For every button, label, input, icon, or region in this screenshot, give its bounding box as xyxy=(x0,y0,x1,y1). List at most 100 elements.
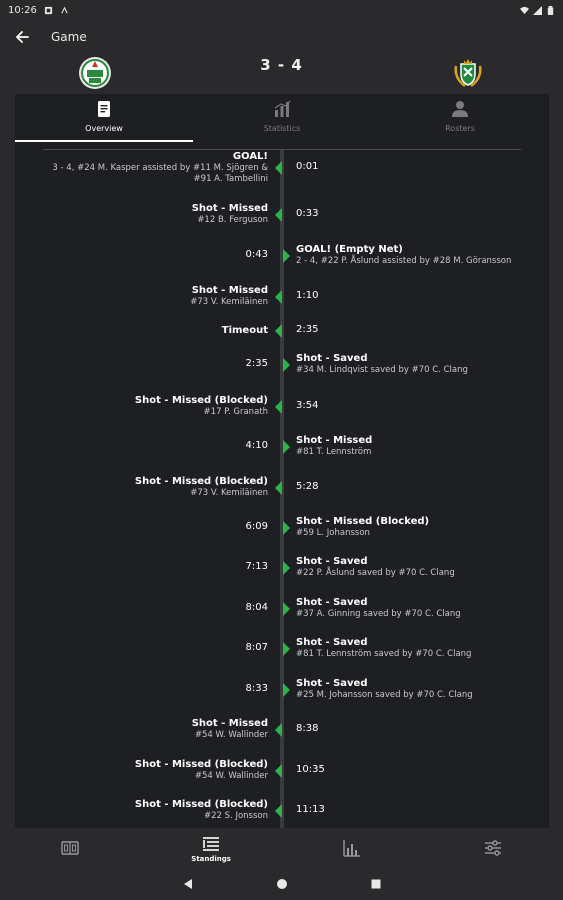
event-info: GOAL! 3 - 4, #24 M. Kasper assisted by #1… xyxy=(52,150,268,185)
event-title: Shot - Missed (Blocked) xyxy=(134,476,268,487)
event-title: Shot - Missed (Blocked) xyxy=(134,759,268,770)
event-info: Shot - Missed (Blocked) #59 L. Johansson xyxy=(296,515,429,539)
arrow-right-icon xyxy=(283,602,290,616)
event-time: 7:13 xyxy=(245,561,268,572)
tab-rosters-label: Rosters xyxy=(445,124,475,133)
arrow-left-icon xyxy=(275,208,282,222)
arrow-left-icon xyxy=(275,481,282,495)
wifi-icon xyxy=(520,6,529,14)
arrow-right-icon xyxy=(283,358,290,372)
tab-overview-label: Overview xyxy=(85,124,123,133)
system-navigation xyxy=(0,868,563,900)
event-time: 11:13 xyxy=(296,804,325,815)
square-recents-icon xyxy=(371,879,380,889)
event-title: Shot - Saved xyxy=(296,353,368,364)
timeline-event: Shot - Missed #12 B. Ferguson 0:33 xyxy=(15,202,549,228)
event-info: Shot - Missed #54 W. Wallinder xyxy=(192,717,268,741)
event-detail: #73 V. Kemiläinen xyxy=(190,488,268,498)
timeline-event: Shot - Missed (Blocked) #73 V. Kemiläinen… xyxy=(15,475,549,501)
nav-standings-label: Standings xyxy=(191,854,231,863)
timeline-event: Shot - Saved #81 T. Lennström saved by #7… xyxy=(15,636,549,662)
scoreboard-icon xyxy=(61,841,80,855)
arrow-right-icon xyxy=(283,642,290,656)
event-detail: #54 W. Wallinder xyxy=(194,730,268,740)
event-detail: #37 A. Ginning saved by #70 C. Clang xyxy=(296,609,461,619)
nav-statistics[interactable] xyxy=(282,828,423,868)
event-time: 5:28 xyxy=(296,481,319,492)
event-title: Shot - Missed xyxy=(296,435,373,446)
circle-home-icon xyxy=(276,879,287,889)
event-detail: #73 V. Kemiläinen xyxy=(190,297,268,307)
event-info: Shot - Saved #37 A. Ginning saved by #70 … xyxy=(296,596,461,620)
score: 3 - 4 xyxy=(260,56,303,74)
list-icon xyxy=(203,836,220,851)
timeline-event: Shot - Missed (Blocked) #17 P. Granath 3:5… xyxy=(15,394,549,420)
event-time: 3:54 xyxy=(296,400,319,411)
notification-icon xyxy=(44,6,52,14)
event-detail: #91 A. Tambellini xyxy=(193,174,268,184)
event-time: 10:35 xyxy=(296,764,325,775)
system-home-button[interactable] xyxy=(275,877,289,891)
event-title: GOAL! xyxy=(232,151,268,162)
event-title: Shot - Saved xyxy=(296,597,368,608)
event-detail: #59 L. Johansson xyxy=(296,528,370,538)
event-title: Timeout xyxy=(221,325,268,336)
sync-icon xyxy=(61,6,68,13)
event-info: Shot - Missed (Blocked) #73 V. Kemiläinen xyxy=(135,475,268,499)
timeline-event: Shot - Missed #81 T. Lennström 4:10 xyxy=(15,434,549,460)
arrow-left-icon xyxy=(275,161,282,175)
tab-rosters[interactable]: Rosters xyxy=(371,94,549,144)
timeline-event: Shot - Missed #73 V. Kemiläinen 1:10 xyxy=(15,284,549,310)
timeline-event: Shot - Saved #22 P. Åslund saved by #70 C… xyxy=(15,555,549,581)
event-detail: #34 M. Lindqvist saved by #70 C. Clang xyxy=(296,365,468,375)
tab-bar: Overview Statistics Rosters xyxy=(15,94,549,144)
back-button[interactable] xyxy=(8,23,36,51)
nav-scoreboard[interactable] xyxy=(0,828,141,868)
status-bar: 10:26 xyxy=(0,0,563,20)
battery-icon xyxy=(547,5,554,15)
event-timeline[interactable]: GOAL! 3 - 4, #24 M. Kasper assisted by #1… xyxy=(15,150,549,828)
timeline-event: Shot - Saved #25 M. Johansson saved by #7… xyxy=(15,677,549,703)
signal-icon xyxy=(533,5,542,15)
arrow-right-icon xyxy=(283,683,290,697)
event-detail: #54 W. Wallinder xyxy=(194,771,268,781)
arrow-left-icon xyxy=(275,400,282,414)
event-title: Shot - Missed xyxy=(191,285,268,296)
home-team-logo xyxy=(79,57,111,89)
event-title: Shot - Missed (Blocked) xyxy=(296,516,430,527)
system-recents-button[interactable] xyxy=(369,877,383,891)
timeline-event: GOAL! 3 - 4, #24 M. Kasper assisted by #1… xyxy=(15,150,549,186)
event-time: 4:10 xyxy=(245,440,268,451)
tab-overview[interactable]: Overview xyxy=(15,94,193,144)
event-detail: #81 T. Lennström saved by #70 C. Clang xyxy=(296,649,472,659)
event-time: 0:01 xyxy=(296,161,319,172)
arrow-right-icon xyxy=(283,440,290,454)
arrow-left-icon xyxy=(275,324,282,338)
tab-statistics[interactable]: Statistics xyxy=(193,94,371,144)
tab-divider xyxy=(43,149,521,150)
bottom-navigation: Standings xyxy=(0,828,563,868)
bar-chart-icon xyxy=(343,840,360,857)
event-info: Shot - Missed (Blocked) #54 W. Wallinder xyxy=(135,758,268,782)
nav-settings[interactable] xyxy=(422,828,563,868)
status-right xyxy=(520,5,555,15)
event-time: 8:38 xyxy=(296,723,319,734)
app-bar: Game xyxy=(0,22,563,52)
event-time: 6:09 xyxy=(245,521,268,532)
page-title: Game xyxy=(51,30,87,44)
event-info: Shot - Saved #22 P. Åslund saved by #70 C… xyxy=(296,555,455,579)
timeline-event: Shot - Saved #34 M. Lindqvist saved by #7… xyxy=(15,352,549,378)
event-info: Timeout xyxy=(222,324,268,337)
timeline-event: Shot - Missed #54 W. Wallinder 8:38 xyxy=(15,717,549,743)
event-info: Shot - Missed #12 B. Ferguson xyxy=(192,202,268,226)
game-card: Overview Statistics Rosters GOAL! 3 - 4, … xyxy=(15,94,549,828)
event-title: Shot - Saved xyxy=(296,637,368,648)
timeline-event: Shot - Saved #37 A. Ginning saved by #70 … xyxy=(15,596,549,622)
nav-standings[interactable]: Standings xyxy=(141,828,282,868)
event-time: 0:43 xyxy=(245,249,268,260)
system-back-button[interactable] xyxy=(181,877,195,891)
event-detail: #81 T. Lennström xyxy=(296,447,372,457)
event-time: 8:33 xyxy=(245,683,268,694)
event-info: Shot - Missed (Blocked) #22 S. Jonsson xyxy=(135,798,268,822)
arrow-left-icon xyxy=(275,290,282,304)
